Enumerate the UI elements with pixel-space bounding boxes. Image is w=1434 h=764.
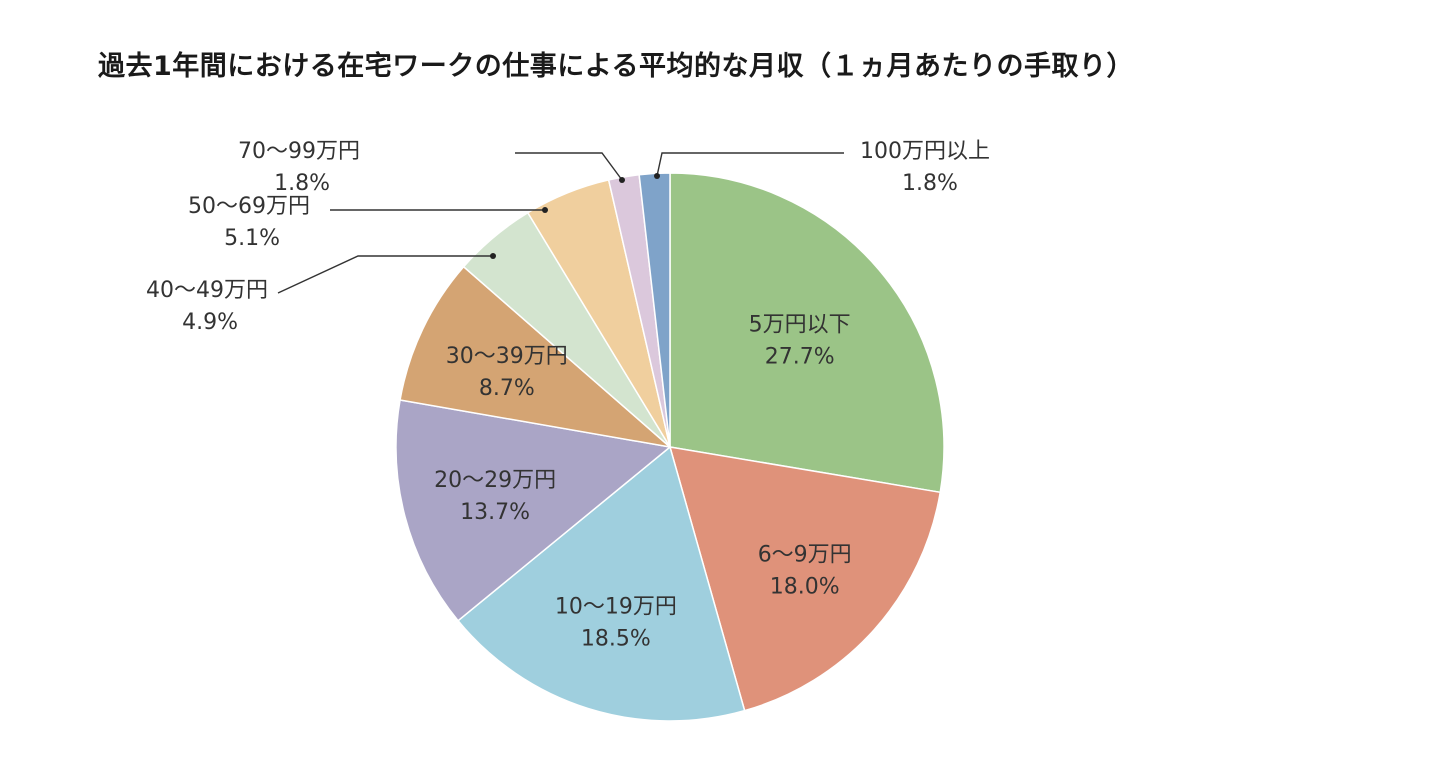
slice-label: 10〜19万円 xyxy=(555,595,677,620)
pie-slice xyxy=(399,265,673,449)
leader-line xyxy=(277,255,493,294)
slice-value-label: 8.7% xyxy=(479,376,535,401)
pie-slices xyxy=(395,172,945,722)
slice-value-label: 1.8% xyxy=(274,171,330,196)
pie-slice xyxy=(668,446,942,712)
slice-label: 40〜49万円 xyxy=(146,278,268,303)
slice-label: 70〜99万円 xyxy=(238,139,360,164)
pie-slice xyxy=(669,172,945,494)
leader-line xyxy=(515,152,623,181)
slice-labels: 5万円以下 27.7% 6〜9万円 18.0% 10〜19万円 18.5% 20〜29万円 1… xyxy=(146,139,990,652)
slice-label: 100万円以上 xyxy=(860,139,990,164)
leader-dot xyxy=(619,177,625,183)
slice-label: 30〜39万円 xyxy=(446,344,568,369)
pie-slice xyxy=(638,172,671,448)
slice-label: 20〜29万円 xyxy=(434,468,556,493)
slice-value-label: 1.8% xyxy=(902,171,958,196)
slice-value-label: 5.1% xyxy=(224,226,280,251)
pie-slice xyxy=(457,445,746,722)
slice-value-label: 18.0% xyxy=(770,575,840,600)
slice-value-label: 18.5% xyxy=(581,627,651,652)
chart-title: 過去1年間における在宅ワークの仕事による平均的な月収（１ヵ月あたりの手取り） xyxy=(98,51,1134,82)
leader-dot xyxy=(654,173,660,179)
slice-value-label: 4.9% xyxy=(182,310,238,335)
pie-slice xyxy=(395,399,672,622)
slice-label: 6〜9万円 xyxy=(758,543,852,568)
leader-line xyxy=(656,152,844,177)
leader-dot xyxy=(542,207,548,213)
leader-dot xyxy=(490,253,496,259)
slice-label: 50〜69万円 xyxy=(188,194,310,219)
slice-value-label: 27.7% xyxy=(765,344,835,369)
slice-label: 5万円以下 xyxy=(749,312,851,337)
slice-value-label: 13.7% xyxy=(460,500,530,525)
leader-lines xyxy=(277,152,844,294)
